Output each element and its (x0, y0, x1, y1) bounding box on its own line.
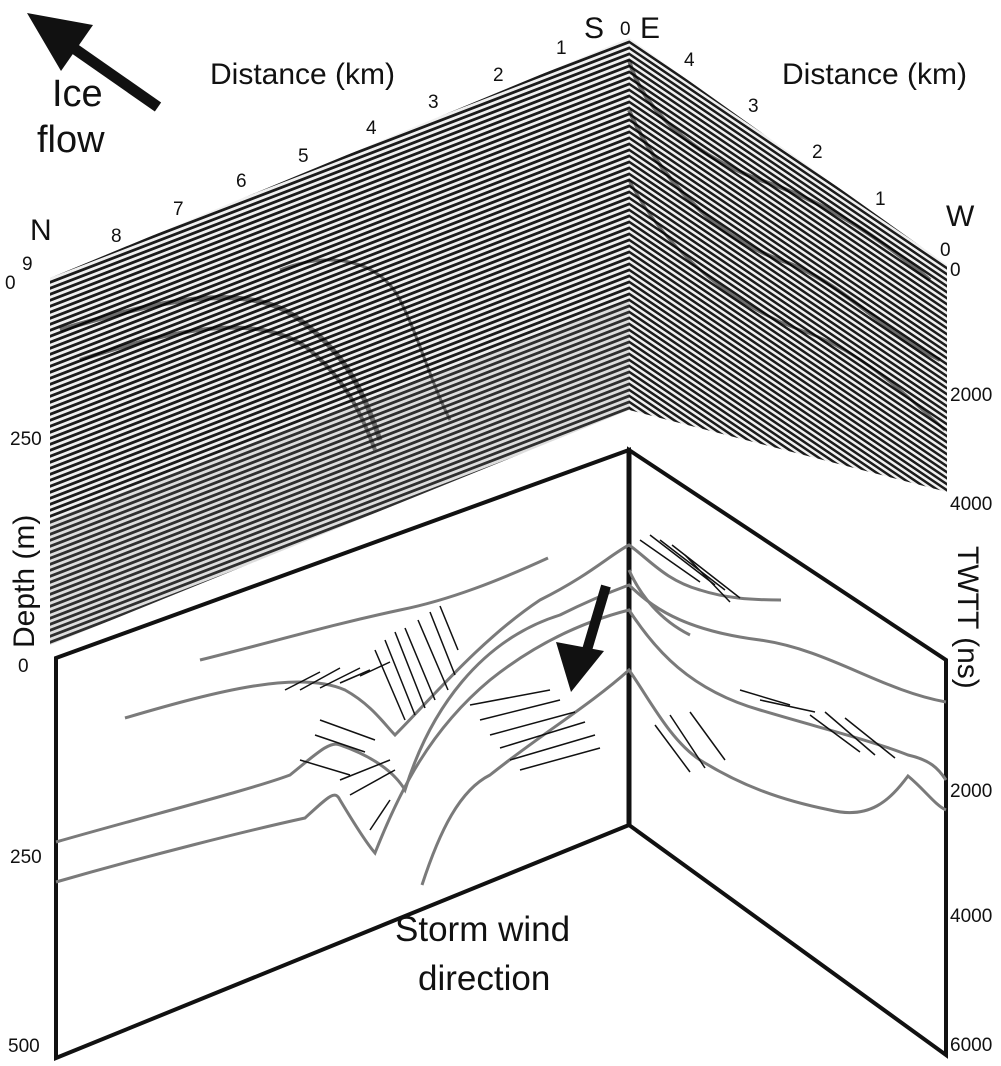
radargram-3d-block (50, 38, 947, 645)
east-distance-label: Distance (km) (782, 58, 967, 91)
horizon-4 (55, 608, 948, 884)
north-tick-1: 1 (556, 38, 567, 59)
profile-end-s: S (584, 12, 604, 45)
north-tick-2: 2 (493, 65, 504, 86)
north-distance-label: Distance (km) (210, 58, 395, 91)
profile-end-e: E (640, 12, 660, 45)
twtt-upper-tick-0: 0 (950, 260, 961, 281)
east-tick-4: 4 (684, 50, 695, 71)
north-tick-8: 8 (111, 226, 122, 247)
profile-end-n: N (30, 214, 52, 247)
ice-flow-arrow-icon (27, 13, 162, 112)
twtt-upper-tick-2000: 2000 (950, 385, 992, 406)
depth-upper-tick-0: 0 (5, 273, 16, 294)
horizon-6 (627, 569, 691, 637)
interpretation-3d-block (54, 446, 948, 1061)
north-tick-0: 0 (620, 19, 631, 40)
horizon-3 (55, 583, 947, 844)
depth-lower-tick-500: 500 (8, 1036, 40, 1057)
radargram-reflector-overlays (59, 59, 946, 451)
ice-flow-label-line2: flow (37, 119, 105, 161)
twtt-lower-tick-2000: 2000 (950, 781, 992, 802)
interpreted-reflector-strokes (284, 534, 896, 831)
twtt-upper-tick-4000: 4000 (950, 494, 992, 515)
twtt-lower-tick-6000: 6000 (950, 1035, 992, 1056)
north-tick-7: 7 (173, 199, 184, 220)
storm-label-line1: Storm wind (395, 910, 570, 949)
depth-upper-tick-250: 250 (10, 429, 42, 450)
twtt-axis-label: TWTT (ns) (951, 546, 984, 689)
storm-label-line2: direction (418, 959, 550, 998)
east-tick-0: 0 (940, 240, 951, 261)
twtt-lower-tick-4000: 4000 (950, 906, 992, 927)
ice-flow-label-line1: Ice (52, 73, 103, 115)
depth-axis-label: Depth (m) (8, 515, 41, 648)
radargram-hillshade (50, 300, 629, 645)
north-tick-9: 9 (22, 254, 33, 275)
horizon-5 (420, 667, 947, 886)
east-tick-3: 3 (748, 96, 759, 117)
east-tick-2: 2 (812, 142, 823, 163)
north-tick-4: 4 (366, 118, 377, 139)
north-tick-6: 6 (236, 171, 247, 192)
north-tick-3: 3 (428, 92, 439, 113)
east-tick-1: 1 (875, 189, 886, 210)
radargram-north-face (50, 38, 629, 645)
storm-wind-arrow-icon (556, 584, 611, 692)
profile-end-w: W (946, 200, 975, 233)
depth-lower-tick-0: 0 (18, 656, 29, 677)
depth-lower-tick-250: 250 (10, 847, 42, 868)
north-tick-5: 5 (298, 146, 309, 167)
horizon-1 (199, 556, 549, 662)
